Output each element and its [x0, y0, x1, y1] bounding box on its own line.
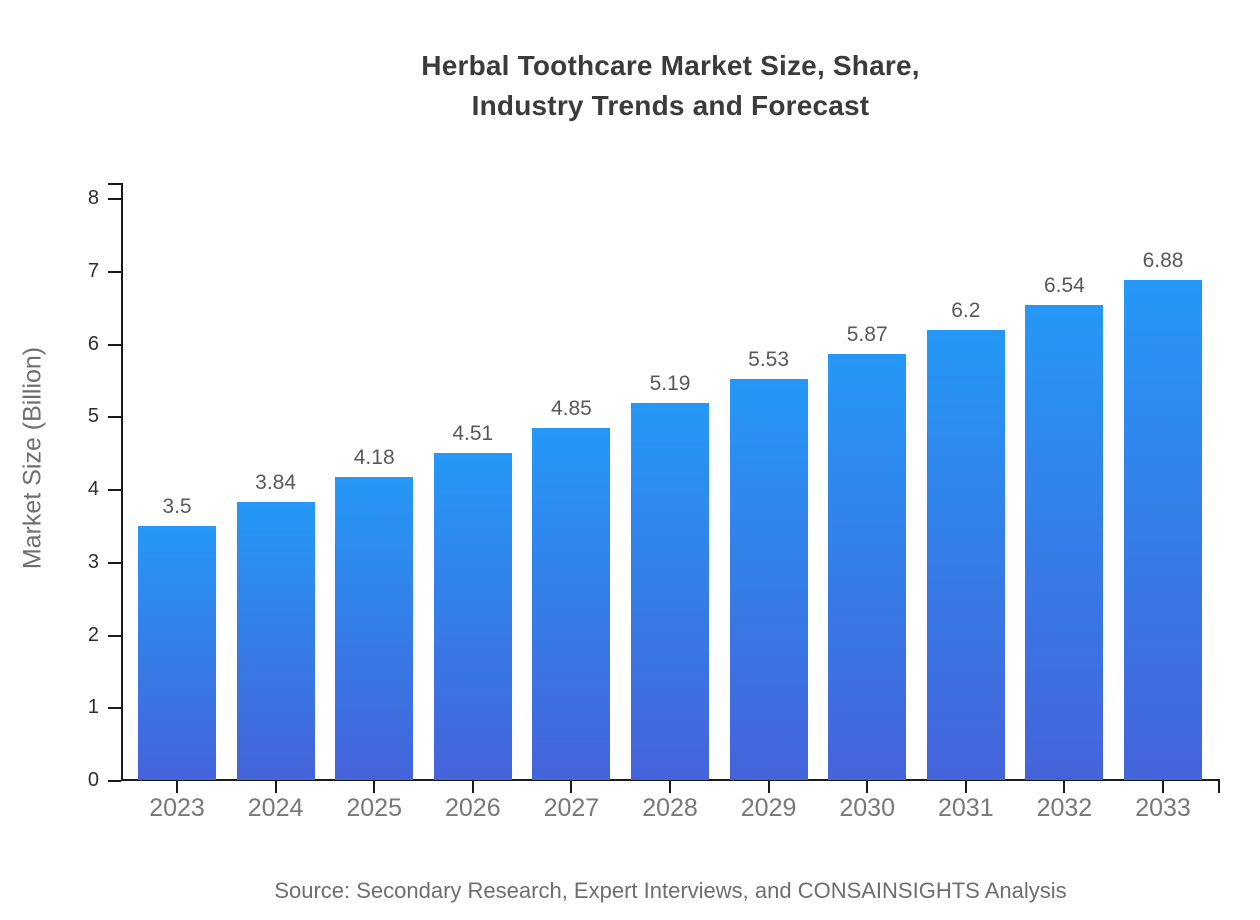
y-tick-mark — [108, 198, 121, 200]
x-axis-line — [121, 779, 1220, 781]
x-tick-label: 2031 — [937, 794, 994, 822]
bar — [433, 452, 512, 780]
bar — [335, 476, 414, 780]
bar-value-label: 6.88 — [1142, 249, 1184, 273]
y-axis-line — [121, 183, 123, 781]
bar — [1124, 280, 1202, 780]
bar-value-label: 4.51 — [452, 421, 494, 445]
bar — [828, 353, 907, 780]
bar-value-label: 5.87 — [846, 322, 888, 346]
y-axis-end-tick — [108, 183, 121, 185]
x-tick-mark — [669, 781, 671, 793]
y-tick-mark — [108, 707, 121, 710]
x-tick-label: 2026 — [444, 794, 501, 822]
chart-title-line1: Herbal Toothcare Market Size, Share, — [421, 50, 920, 81]
bar-value-label: 4.85 — [550, 397, 592, 421]
x-tick-mark — [274, 781, 277, 793]
y-tick-label: 7 — [87, 259, 99, 282]
y-tick-mark — [108, 780, 121, 782]
plot-area: 0 1 2 3 4 5 6 7 8 3.5 2023 3.84 2024 4.18 2025 4.51 2026… — [88, 183, 1220, 822]
x-tick-label: 2029 — [740, 794, 797, 822]
x-tick-label: 2023 — [149, 794, 205, 822]
bar — [532, 428, 611, 780]
x-tick-mark — [767, 781, 770, 793]
x-tick-mark — [176, 781, 178, 793]
y-tick-mark — [108, 561, 121, 564]
x-tick-mark — [1063, 781, 1066, 793]
bar-value-label: 3.84 — [255, 470, 297, 494]
x-tick-mark — [964, 781, 967, 793]
bar-value-label: 4.18 — [353, 445, 395, 469]
x-tick-label: 2033 — [1135, 794, 1191, 822]
x-tick-mark — [570, 781, 573, 793]
bar — [236, 501, 315, 780]
y-tick-label: 3 — [87, 550, 99, 573]
x-tick-mark — [373, 781, 376, 793]
y-tick-label: 5 — [87, 405, 99, 428]
bar — [926, 329, 1005, 780]
x-tick-label: 2025 — [346, 794, 402, 822]
bar — [138, 526, 216, 780]
x-tick-mark — [1162, 781, 1164, 793]
bar-value-label: 5.53 — [748, 347, 790, 371]
y-tick-label: 4 — [87, 478, 99, 500]
bar — [631, 403, 709, 780]
chart-title-line2: Industry Trends and Forecast — [471, 90, 870, 121]
x-tick-mark — [471, 781, 474, 793]
bar-value-label: 5.19 — [649, 372, 691, 396]
y-tick-label: 0 — [87, 769, 99, 791]
x-axis-end-tick — [1218, 781, 1220, 793]
x-tick-label: 2030 — [839, 794, 895, 822]
bar — [1025, 305, 1104, 780]
y-tick-label: 8 — [87, 187, 99, 209]
y-axis-title: Market Size (Billion) — [18, 346, 47, 570]
x-tick-label: 2028 — [642, 794, 698, 822]
bar-value-label: 6.54 — [1043, 274, 1085, 298]
x-tick-mark — [866, 781, 869, 793]
y-tick-mark — [108, 416, 121, 419]
x-tick-label: 2032 — [1036, 794, 1093, 822]
y-tick-mark — [108, 270, 121, 273]
y-tick-label: 1 — [87, 696, 99, 719]
x-tick-label: 2024 — [247, 794, 304, 822]
y-tick-label: 6 — [87, 332, 99, 355]
bar-value-label: 3.5 — [162, 495, 192, 519]
y-tick-mark — [108, 489, 121, 491]
source-note: Source: Secondary Research, Expert Inter… — [274, 878, 1067, 903]
chart-title: Herbal Toothcare Market Size, Share, Ind… — [121, 46, 1220, 126]
y-tick-label: 2 — [87, 623, 99, 646]
y-tick-mark — [108, 634, 121, 637]
bar — [729, 378, 808, 780]
x-tick-label: 2027 — [543, 794, 600, 822]
bar-value-label: 6.2 — [951, 298, 981, 322]
y-tick-mark — [108, 343, 121, 346]
